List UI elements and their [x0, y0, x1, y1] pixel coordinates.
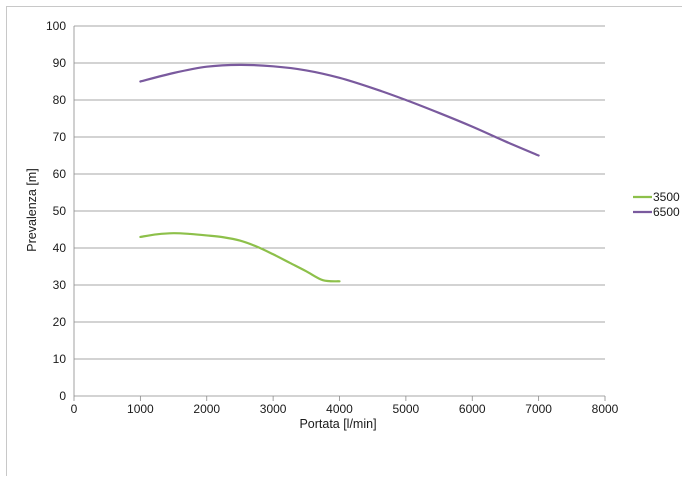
y-tick-label-30: 30 [53, 278, 67, 292]
y-axis-title: Prevalenza [m] [25, 168, 39, 251]
y-tick-label-60: 60 [53, 167, 67, 181]
y-tick-label-10: 10 [53, 352, 67, 366]
y-tick-label-90: 90 [53, 56, 67, 70]
x-tick-label-7000: 7000 [525, 402, 552, 416]
x-tick-label-0: 0 [71, 402, 78, 416]
series-lines [139, 63, 540, 283]
axes [73, 26, 606, 401]
x-tick-label-3000: 3000 [260, 402, 287, 416]
x-tick-label-8000: 8000 [592, 402, 619, 416]
chart-frame [6, 6, 682, 476]
y-tick-label-40: 40 [53, 241, 67, 255]
y-tick-label-100: 100 [46, 19, 66, 33]
series-line-6500 [139, 63, 540, 157]
x-tick-label-5000: 5000 [393, 402, 420, 416]
legend-label-3500: 3500 [653, 190, 680, 204]
y-tick-label-0: 0 [59, 389, 66, 403]
x-tick-labels: 0 1000 2000 3000 4000 5000 6000 7000 8000 [71, 402, 619, 416]
y-tick-labels: 0 10 20 30 40 50 60 70 80 90 100 [46, 19, 66, 403]
x-tick-label-6000: 6000 [459, 402, 486, 416]
legend-label-6500: 6500 [653, 205, 680, 219]
y-tick-label-20: 20 [53, 315, 67, 329]
series-line-3500 [139, 232, 341, 283]
x-tick-label-1000: 1000 [127, 402, 154, 416]
y-tick-label-70: 70 [53, 130, 67, 144]
gridlines [74, 25, 605, 360]
x-axis-title: Portata [l/min] [299, 417, 376, 431]
x-tick-label-2000: 2000 [193, 402, 220, 416]
y-tick-label-50: 50 [53, 204, 67, 218]
y-tick-label-80: 80 [53, 93, 67, 107]
x-tick-label-4000: 4000 [326, 402, 353, 416]
